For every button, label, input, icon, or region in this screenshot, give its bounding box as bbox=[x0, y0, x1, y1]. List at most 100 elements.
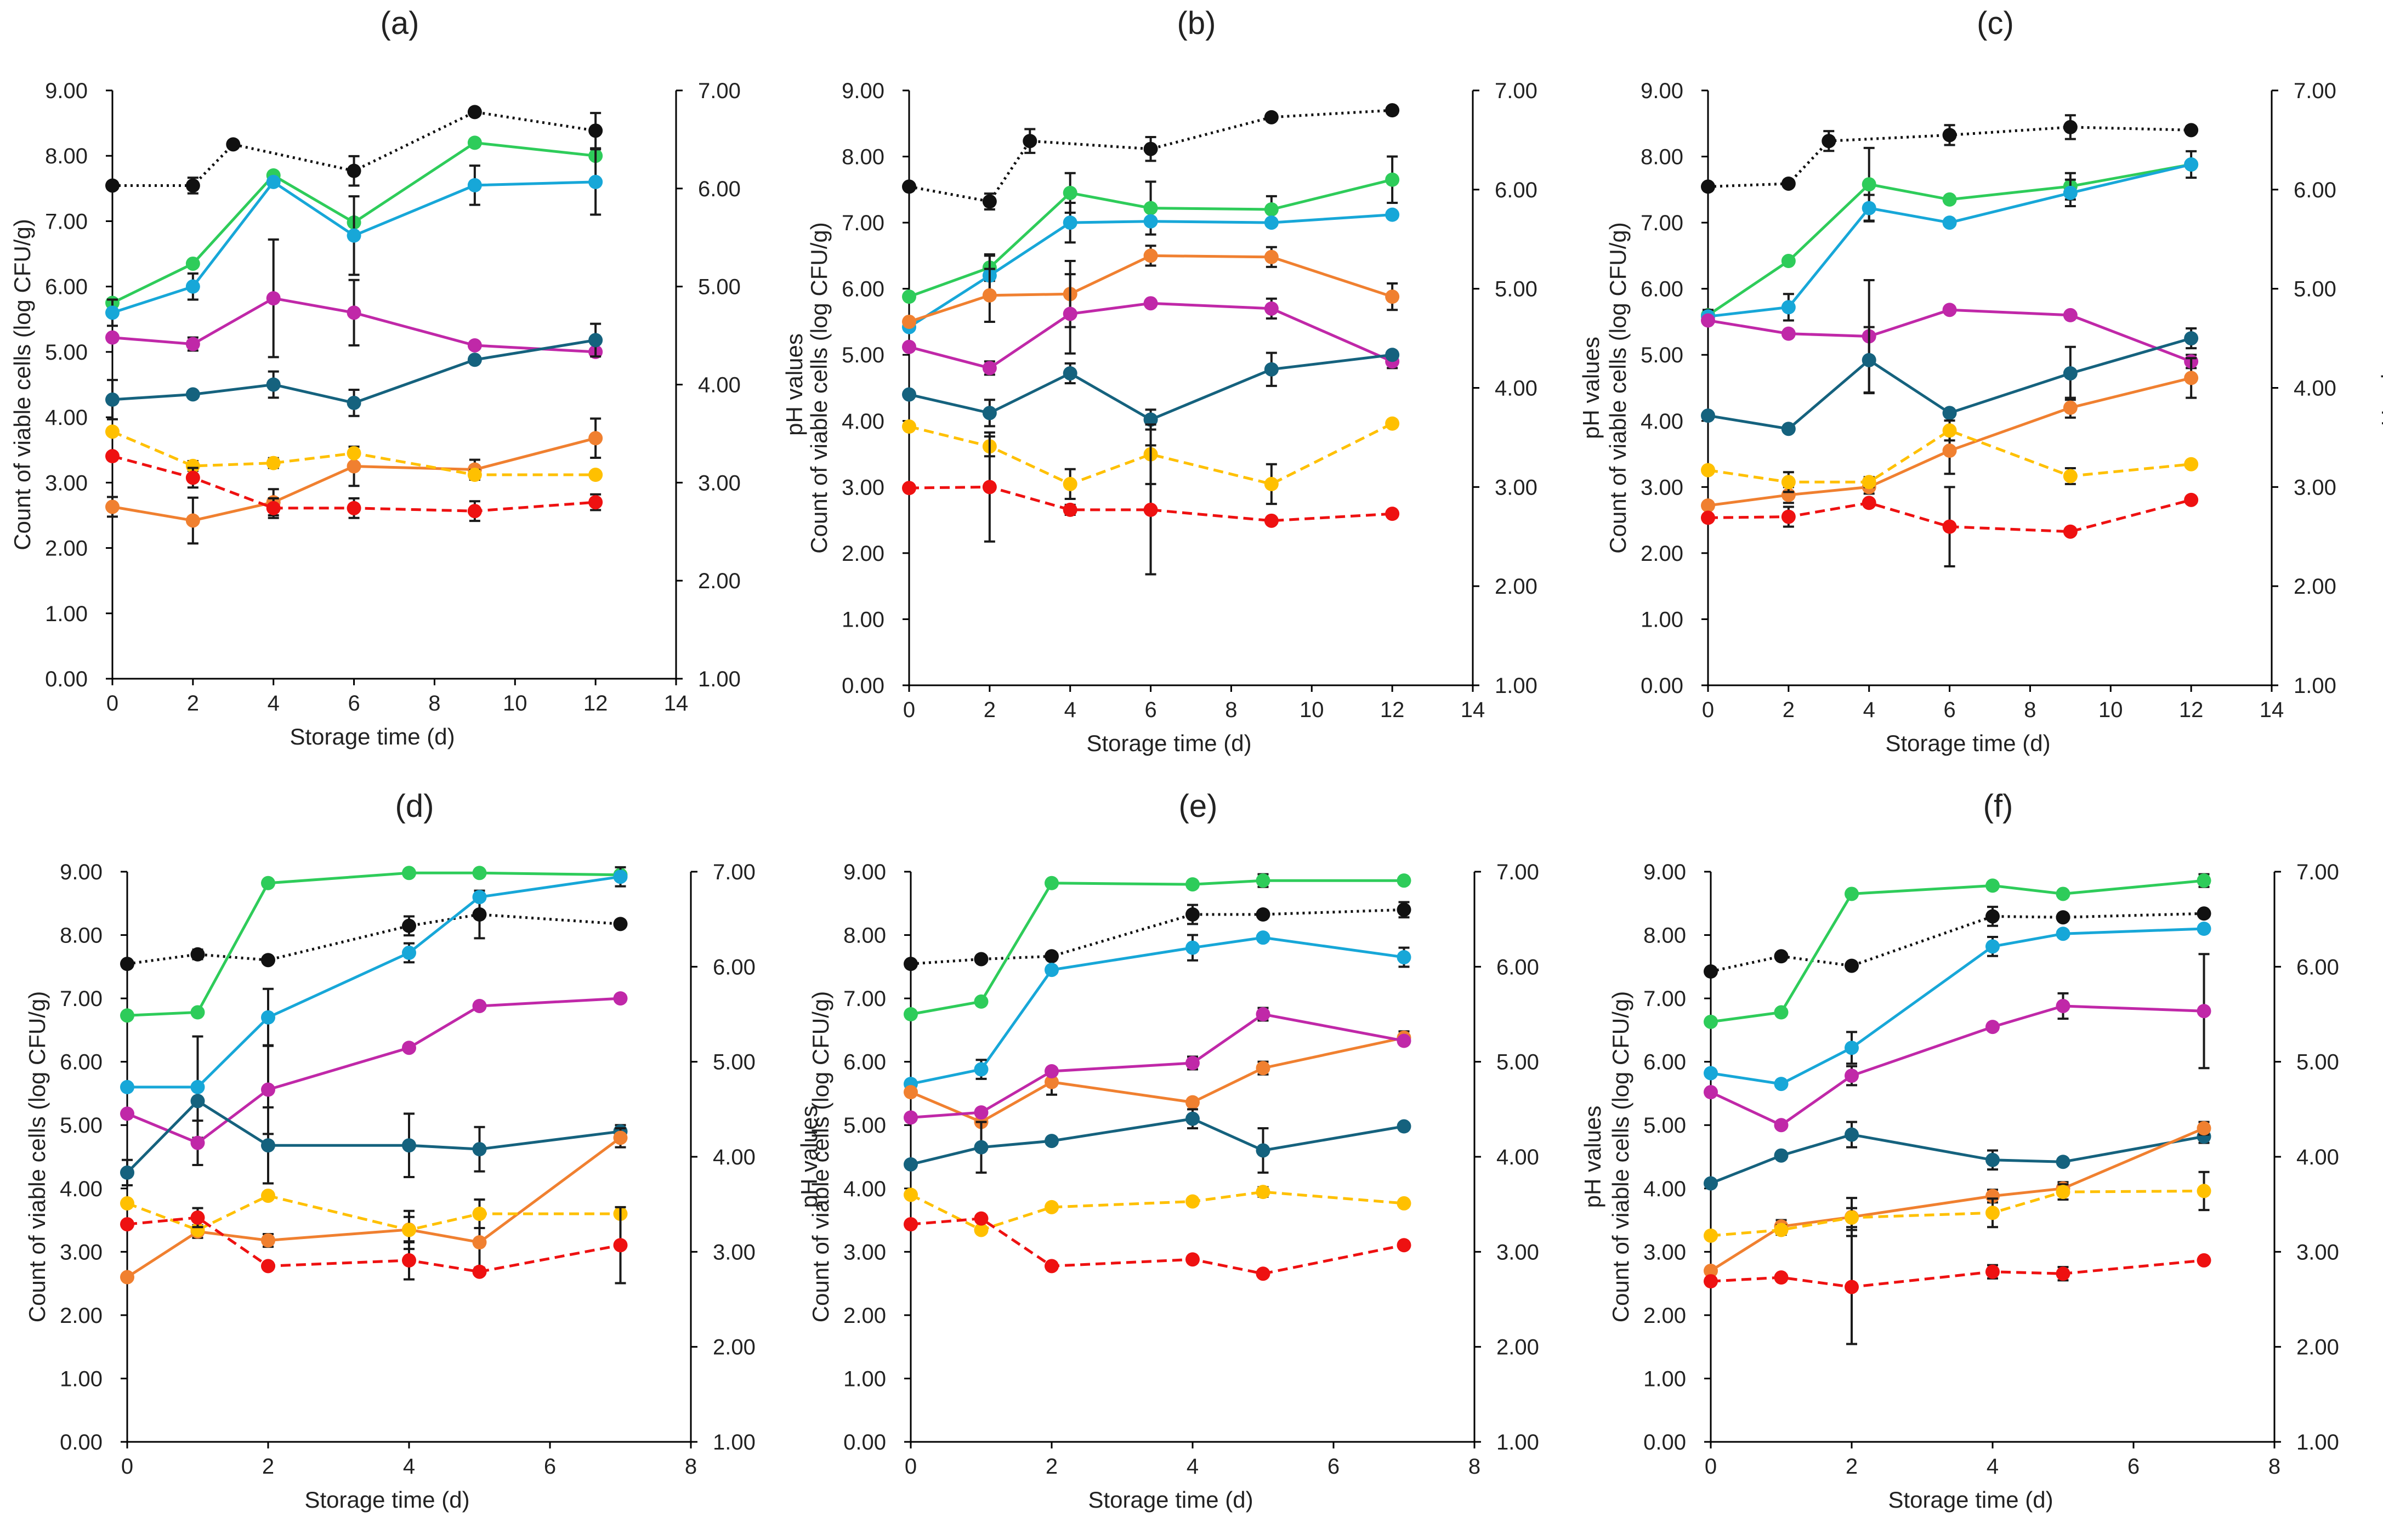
y2-tick-label: 4.00 bbox=[1495, 377, 1537, 401]
data-point bbox=[2063, 400, 2078, 415]
y2-tick-label: 5.00 bbox=[713, 1050, 756, 1075]
data-point bbox=[2056, 1266, 2070, 1281]
data-point bbox=[1256, 907, 1270, 922]
data-point bbox=[1256, 1266, 1270, 1281]
x-tick-label: 12 bbox=[583, 691, 608, 715]
data-point bbox=[2056, 1185, 2070, 1200]
series-2 bbox=[904, 930, 1411, 1092]
y2-tick-label: 6.00 bbox=[698, 177, 741, 201]
data-point bbox=[190, 1094, 205, 1109]
panel-label: (d) bbox=[395, 788, 434, 824]
y2-tick-label: 7.00 bbox=[2294, 79, 2336, 103]
data-point bbox=[1045, 1075, 1059, 1089]
x-tick-label: 2 bbox=[1046, 1454, 1058, 1479]
x-axis-title: Storage time (d) bbox=[1086, 730, 1251, 756]
data-point bbox=[402, 1041, 416, 1055]
series-line bbox=[112, 110, 596, 187]
y-tick-label: 8.00 bbox=[1641, 145, 1683, 169]
data-point bbox=[1143, 141, 1158, 156]
y-tick-label: 7.00 bbox=[843, 987, 886, 1011]
x-axis-title: Storage time (d) bbox=[1088, 1487, 1253, 1513]
data-point bbox=[1143, 201, 1158, 215]
data-point bbox=[1045, 1134, 1059, 1149]
y-tick-label: 2.00 bbox=[1643, 1304, 1686, 1328]
series-line bbox=[1707, 498, 2192, 533]
series-line bbox=[910, 1117, 1404, 1166]
y-tick-label: 8.00 bbox=[60, 924, 103, 948]
series-2 bbox=[1704, 922, 2211, 1092]
data-point bbox=[1063, 476, 1077, 491]
x-tick-label: 0 bbox=[903, 698, 915, 722]
y-tick-label: 5.00 bbox=[60, 1113, 103, 1138]
series-7 bbox=[904, 1211, 1411, 1281]
y-tick-label: 7.00 bbox=[45, 209, 88, 234]
data-point bbox=[982, 361, 997, 376]
y-tick-label: 1.00 bbox=[1643, 1367, 1686, 1391]
data-point bbox=[2056, 910, 2070, 925]
y-axis-title: Count of viable cells (log CFU/g) bbox=[1605, 222, 1631, 554]
y-tick-label: 5.00 bbox=[842, 343, 884, 367]
data-point bbox=[1845, 1210, 1859, 1225]
data-point bbox=[974, 1140, 989, 1155]
series-3 bbox=[1701, 279, 2199, 394]
y-tick-label: 4.00 bbox=[1643, 1177, 1686, 1201]
data-point bbox=[1063, 366, 1077, 380]
x-tick-label: 6 bbox=[1943, 698, 1955, 722]
series-line bbox=[910, 936, 1404, 1086]
series-line bbox=[111, 141, 596, 304]
data-point bbox=[1063, 185, 1077, 200]
data-point bbox=[185, 387, 200, 402]
y-tick-label: 7.00 bbox=[1643, 987, 1686, 1011]
y2-axis-title: pH values bbox=[2380, 1106, 2383, 1208]
data-point bbox=[982, 406, 997, 420]
data-point bbox=[974, 1211, 989, 1226]
data-point bbox=[1385, 103, 1400, 118]
series-line bbox=[1707, 376, 2192, 507]
data-point bbox=[120, 1008, 134, 1023]
data-point bbox=[120, 1165, 134, 1180]
y2-tick-label: 5.00 bbox=[1495, 277, 1537, 302]
data-point bbox=[190, 1210, 205, 1225]
data-point bbox=[613, 870, 628, 884]
x-tick-label: 8 bbox=[1225, 698, 1237, 722]
data-point bbox=[120, 1217, 134, 1232]
data-point bbox=[402, 1223, 416, 1237]
data-point bbox=[1845, 887, 1859, 901]
series-line bbox=[909, 485, 1393, 522]
x-tick-label: 10 bbox=[2098, 698, 2123, 722]
y-tick-label: 6.00 bbox=[842, 277, 884, 302]
y2-tick-label: 2.00 bbox=[698, 569, 741, 593]
y2-tick-label: 1.00 bbox=[713, 1430, 756, 1454]
data-point bbox=[1045, 1064, 1059, 1078]
data-point bbox=[2056, 998, 2070, 1013]
data-point bbox=[2197, 1121, 2211, 1135]
x-tick-label: 6 bbox=[2127, 1454, 2140, 1479]
data-point bbox=[588, 495, 603, 510]
series-line bbox=[112, 338, 596, 405]
y2-tick-label: 5.00 bbox=[2294, 277, 2336, 302]
data-point bbox=[1774, 1077, 1789, 1092]
data-point bbox=[2197, 922, 2211, 936]
data-point bbox=[402, 1138, 416, 1153]
y2-tick-label: 4.00 bbox=[2296, 1145, 2339, 1169]
series-0 bbox=[120, 889, 628, 971]
data-point bbox=[120, 1196, 134, 1211]
data-point bbox=[982, 194, 997, 209]
data-point bbox=[347, 163, 361, 178]
x-tick-label: 2 bbox=[1783, 698, 1795, 722]
y-tick-label: 0.00 bbox=[45, 667, 88, 691]
y-tick-label: 1.00 bbox=[60, 1367, 103, 1391]
x-tick-label: 4 bbox=[1863, 698, 1875, 722]
y-tick-label: 5.00 bbox=[843, 1113, 886, 1138]
panel-3: (d) 0.00 1.00 2.00 3.00 4.00 5.00 6.00 7.00 8.00 9… bbox=[24, 788, 822, 1513]
series-1 bbox=[120, 866, 628, 1023]
y-tick-label: 8.00 bbox=[1643, 924, 1686, 948]
y-tick-label: 4.00 bbox=[60, 1177, 103, 1201]
y-tick-label: 8.00 bbox=[843, 924, 886, 948]
data-point bbox=[1942, 303, 1957, 317]
data-point bbox=[1023, 134, 1037, 149]
data-point bbox=[467, 178, 482, 192]
y-tick-label: 6.00 bbox=[45, 275, 88, 299]
y-tick-label: 0.00 bbox=[1641, 674, 1683, 698]
data-point bbox=[904, 957, 918, 971]
